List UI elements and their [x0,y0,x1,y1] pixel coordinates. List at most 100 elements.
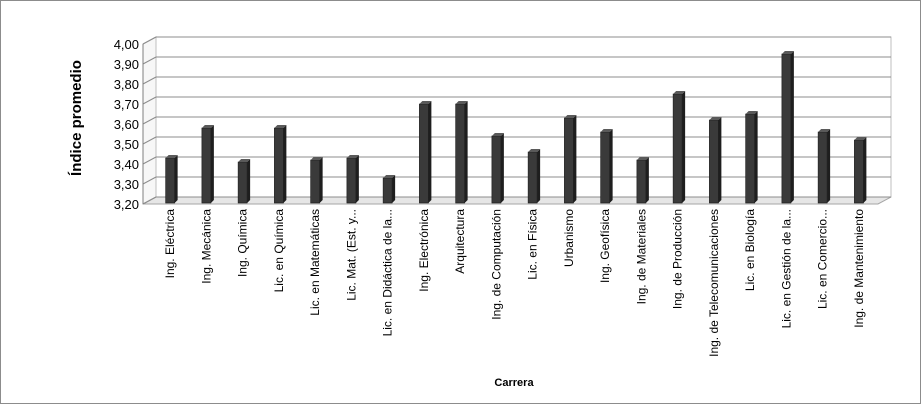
bar-front [419,103,429,204]
y-tick-label: 3,90 [114,57,139,72]
bar-side [827,129,831,203]
bar-top [310,157,323,160]
bar-side [247,159,251,203]
y-tick-labels: 3,20 3,30 3,40 3,50 3,60 3,70 3,80 3,90 4,00 [114,37,139,212]
bar-front [781,53,792,204]
bar-side [863,137,867,203]
x-tick-label: Ing. de Telecomunicaciones [707,209,721,357]
bar [310,157,323,204]
gridline-side [142,156,157,165]
gridline-side [142,36,157,45]
y-tick-label: 3,20 [114,197,139,212]
bar-side [682,91,686,203]
y-tick-label: 3,40 [114,157,139,172]
bar-front [636,159,647,204]
bar-top [346,155,359,158]
bar [346,155,359,204]
gridline-side [142,56,157,65]
bar-top [709,117,722,120]
x-tick-label: Ing. Electrónica [417,209,431,292]
bar [781,51,794,204]
x-tick-label: Urbanismo [562,209,576,267]
bar-side [319,157,323,203]
bar [636,157,649,204]
bar [564,115,577,204]
bar-front [564,117,574,204]
bar-front [709,119,719,204]
gridline-side [142,116,157,125]
y-tick-label: 3,60 [114,117,139,132]
x-tick-label: Lic. en Didáctica de la... [381,209,395,336]
bar [854,137,867,204]
bar-side [174,155,178,203]
chart-floor [142,196,892,205]
bar-top [818,129,831,132]
x-tick-label: Ing. Geofísica [598,209,612,283]
bar [237,159,251,204]
bar-front [165,157,175,204]
x-tick-label: Lic. en Física [526,209,540,280]
x-tick-label: Lic. en Química [272,209,286,293]
bar-side [645,157,649,203]
bar-front [201,127,212,204]
bar-front [817,131,828,204]
bar-side [537,149,541,203]
x-tick-label: Ing. Mecánica [199,209,213,284]
bar [274,125,287,204]
x-tick-label: Lic. en Biología [743,209,757,291]
bar-top [383,175,396,178]
bars [165,51,867,204]
bar [709,117,722,204]
x-tick-label: Ing. Química [236,209,250,277]
bar [527,149,541,204]
bar-front [527,151,538,204]
bar-side [754,111,758,203]
x-tick-label: Lic. Mat. (Est. y... [344,209,358,301]
x-tick-label: Lic. en Matemáticas [308,209,322,316]
bar [165,155,178,204]
bar-side [283,125,287,203]
bar [817,129,831,204]
bar-side [500,133,504,203]
bar-side [355,155,359,203]
bar-top [673,91,686,94]
gridline-side [142,196,157,205]
y-axis-title: Índice promedio [68,60,85,176]
bar-top [854,137,867,140]
bar [455,101,468,204]
bar [419,101,432,204]
bar-top [528,149,541,152]
bar-front [310,159,320,204]
bar [745,111,758,204]
x-axis-title: Carrera [494,377,534,389]
bar-top [274,125,287,128]
y-tick-label: 3,70 [114,97,139,112]
x-tick-label: Lic. en Gestión de la... [779,209,793,328]
bar-front [237,161,248,204]
y-tick-label: 4,00 [114,37,139,52]
bar-front [346,157,357,204]
chart-walls [142,36,892,205]
bar-top [636,157,649,160]
bar-front [491,135,502,204]
gridline-side [142,96,157,105]
x-tick-label: Ing. de Producción [671,209,685,309]
bar-top [491,133,504,136]
y-tick-label: 3,30 [114,177,139,192]
bar-side [210,125,214,203]
x-tick-label: Ing. de Materiales [634,209,648,304]
x-tick-labels: Ing. Eléctrica Ing. Mecánica Ing. Química L… [163,209,866,357]
bar-top [745,111,758,114]
x-tick-label: Ing. de Computación [489,209,503,320]
bar-side [392,175,396,203]
bar-side [718,117,722,203]
gridline-side [142,136,157,145]
bar-top [781,51,794,54]
bar-side [464,101,468,203]
bar-front [745,113,755,204]
bar-top [238,159,251,162]
bar-side [790,51,794,203]
bar [672,91,686,204]
